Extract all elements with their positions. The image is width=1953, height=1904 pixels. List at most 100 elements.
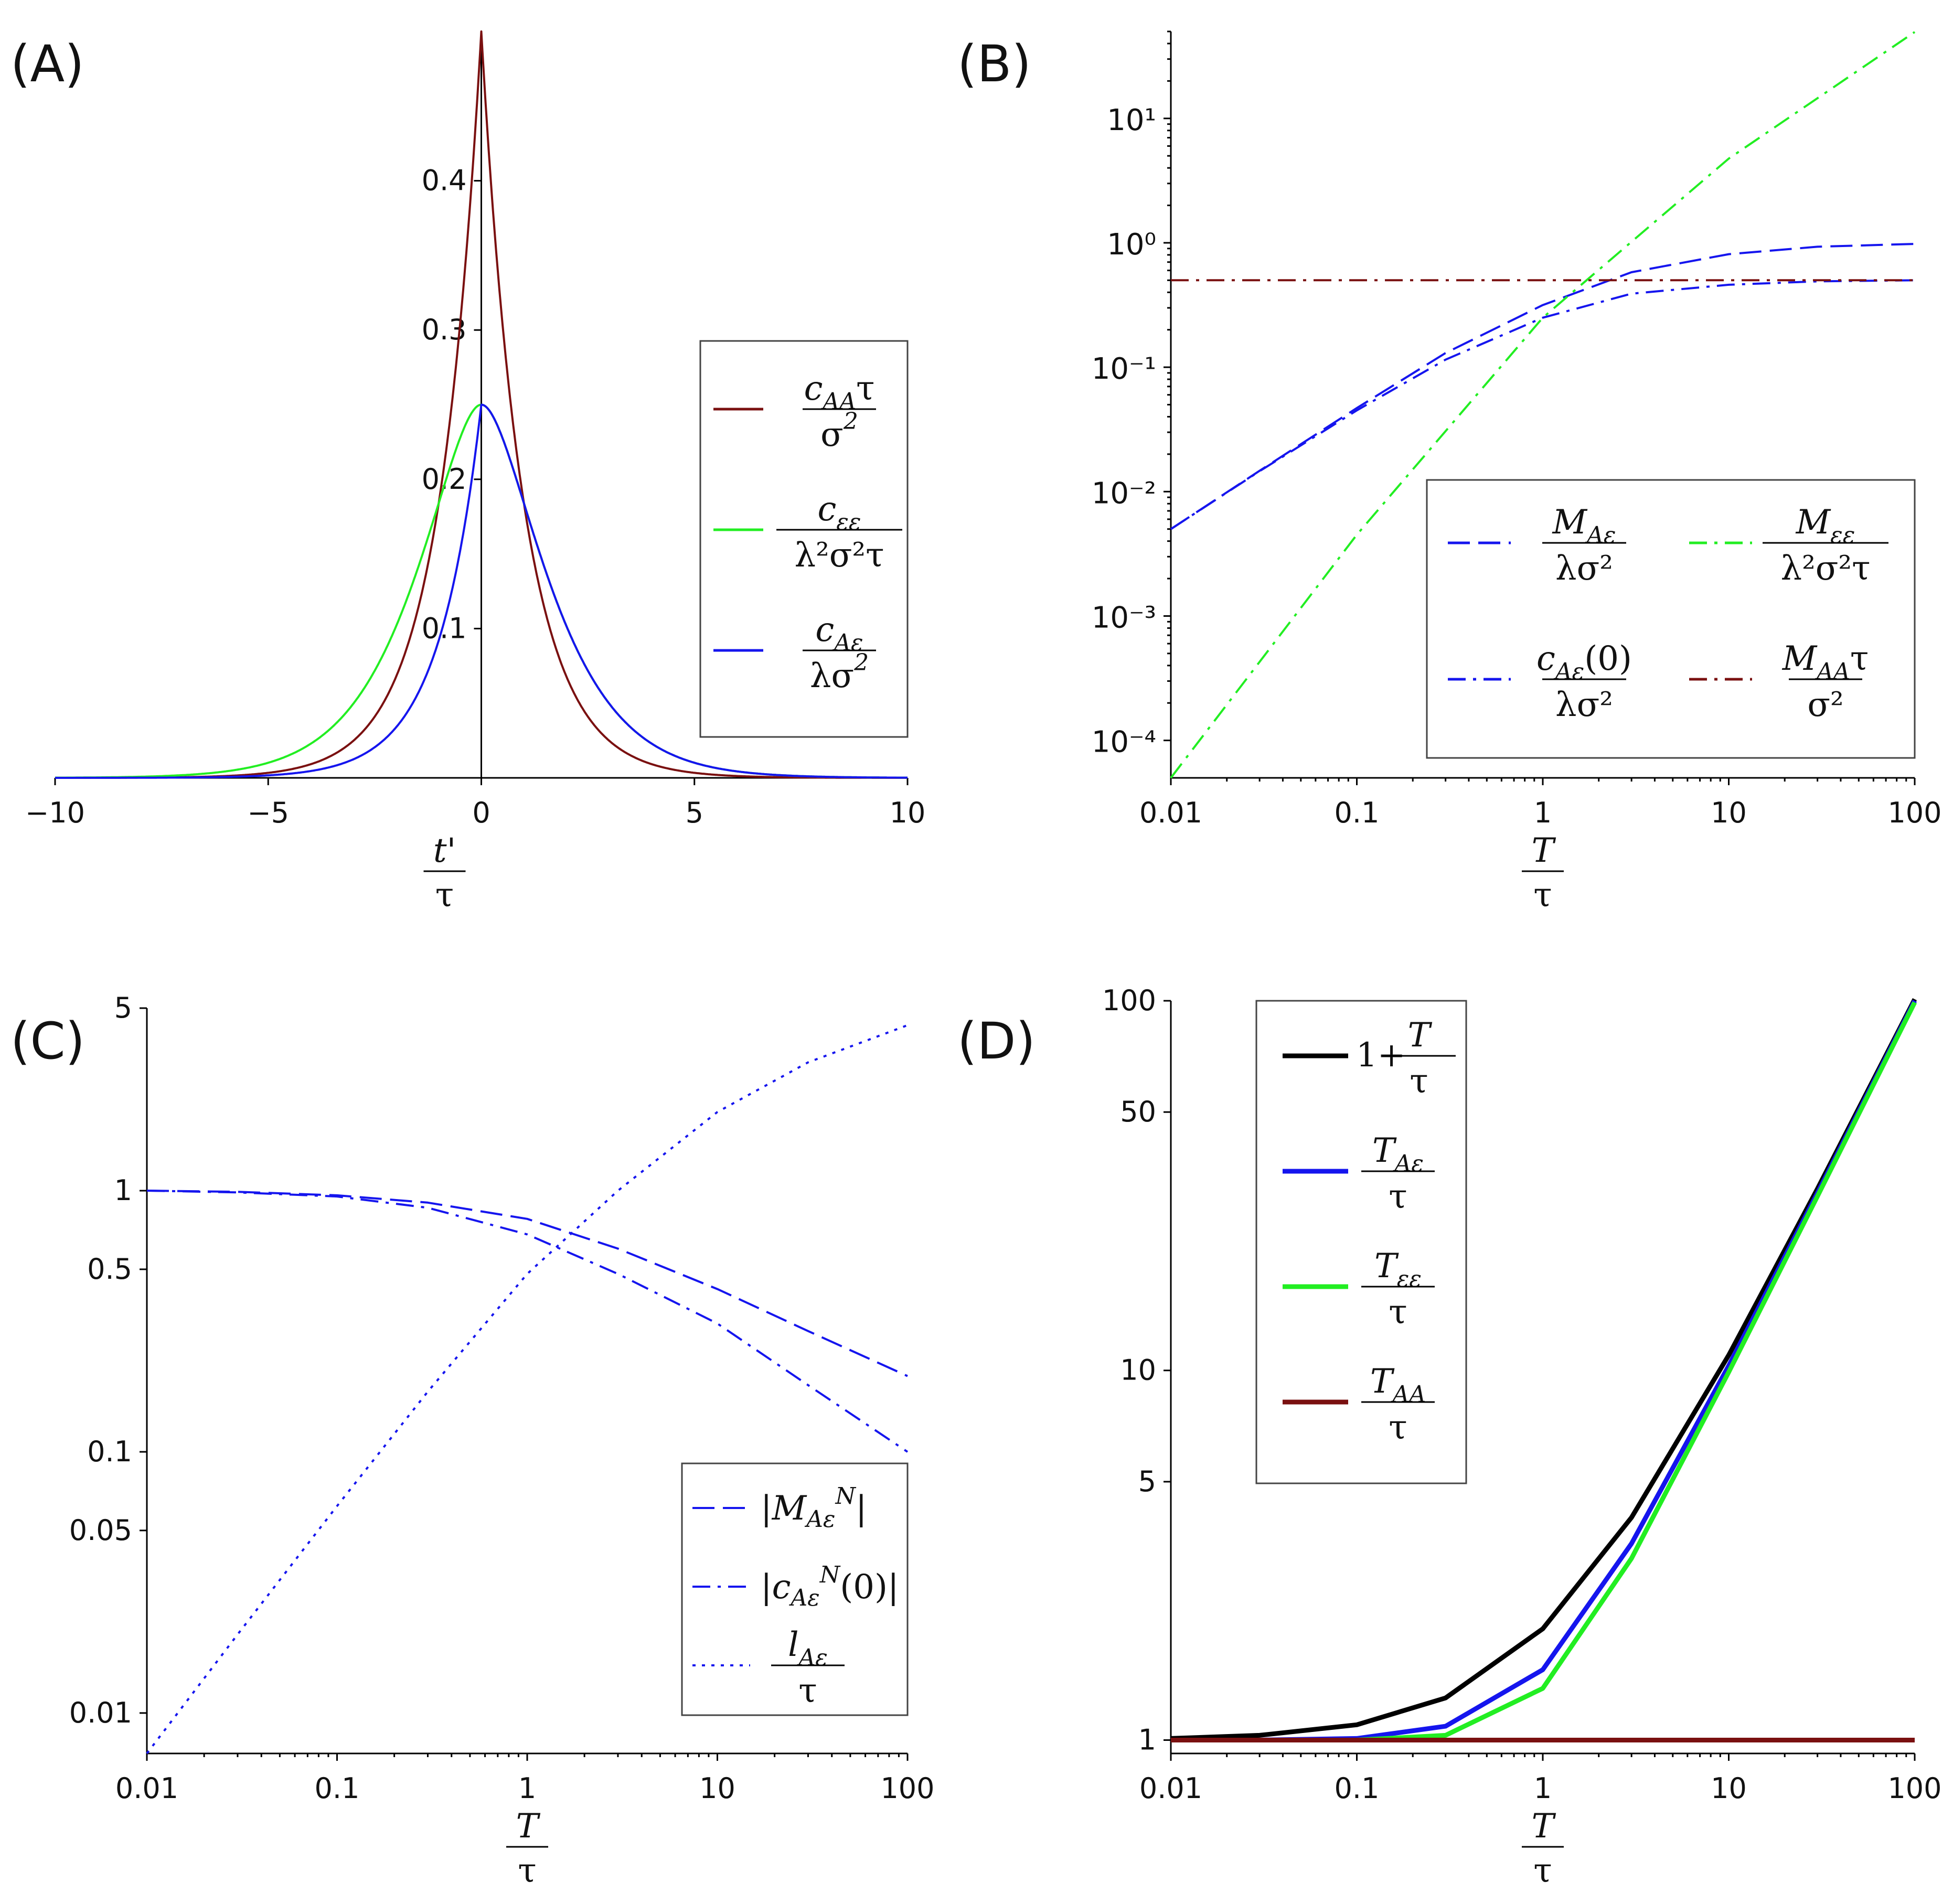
legend-entry-label: |MAεN| xyxy=(761,1483,867,1533)
series-line-A-2 xyxy=(55,403,908,779)
svg-text:cεε: cεε xyxy=(817,490,861,536)
svg-text:TAε: TAε xyxy=(1372,1131,1424,1177)
svg-text:MAAτ: MAAτ xyxy=(1782,639,1869,685)
panel-label-A: (A) xyxy=(10,35,84,93)
legend-entry-label: Tτ xyxy=(1382,1016,1456,1101)
y-tick-label: 10¹ xyxy=(1107,103,1156,137)
x-tick-label: 10 xyxy=(699,1772,735,1805)
x-tick-label: −10 xyxy=(25,796,85,829)
y-tick-label: 10⁰ xyxy=(1107,228,1156,262)
panel-A: (A)−10 −5 0 5 100.10.20.30.4t'τcAAτσ2cεελ²σ²… xyxy=(10,30,926,915)
svg-text:τ: τ xyxy=(1410,1062,1428,1101)
svg-text:T: T xyxy=(516,1807,541,1846)
y-tick-label: 0.5 xyxy=(87,1253,132,1286)
y-tick-label: 10 xyxy=(1120,1354,1156,1387)
svg-text:τ: τ xyxy=(1533,1852,1552,1890)
svg-text:lAε: lAε xyxy=(788,1625,828,1671)
svg-text:TAA: TAA xyxy=(1370,1362,1426,1408)
series-line-C-0 xyxy=(146,1190,908,1377)
x-tick-label: 100 xyxy=(880,1772,934,1805)
x-tick-label: 0 xyxy=(472,796,490,829)
svg-text:λσ²: λσ² xyxy=(1555,686,1613,724)
y-tick-label: 1 xyxy=(114,1174,132,1207)
x-tick-label: −5 xyxy=(247,796,289,829)
x-tick-label: 0.01 xyxy=(1139,1772,1202,1805)
svg-text:T: T xyxy=(1408,1016,1433,1055)
y-tick-label: 10⁻² xyxy=(1092,476,1156,510)
series-line-B-0 xyxy=(1170,243,1915,530)
y-tick-label: 5 xyxy=(1138,1465,1156,1498)
svg-text:σ²: σ² xyxy=(1807,686,1843,724)
panel-label-C: (C) xyxy=(10,1012,85,1071)
y-tick-label: 0.05 xyxy=(69,1514,132,1547)
x-tick-label: 1 xyxy=(1534,1772,1552,1805)
x-tick-label: 0.1 xyxy=(315,1772,360,1805)
svg-text:|cAεN(0)|: |cAεN(0)| xyxy=(761,1561,899,1611)
y-tick-label: 0.4 xyxy=(422,164,467,197)
panel-B: (B) 0.01 0.1 1 10 100 10⁻⁴ 10⁻³ 10⁻² 10⁻¹ 10⁰ 10¹ Tτ… xyxy=(957,30,1942,915)
y-tick-label: 0.1 xyxy=(87,1435,132,1468)
x-tick-label: 0.1 xyxy=(1335,796,1380,829)
x-axis-label: Tτ xyxy=(1522,831,1564,915)
x-tick-label: 0.1 xyxy=(1335,1772,1380,1805)
x-tick-label: 1 xyxy=(1534,796,1552,829)
svg-text:λ²σ²τ: λ²σ²τ xyxy=(795,536,884,575)
y-tick-label: 10⁻¹ xyxy=(1092,352,1156,386)
series-line-B-1 xyxy=(1170,279,1915,530)
panel-D: (D)0.01 0.1 1 10 100151050100Tτ1+TτTAετTεετT… xyxy=(957,984,1942,1890)
svg-text:τ: τ xyxy=(798,1672,817,1710)
x-tick-label: 0.01 xyxy=(1139,796,1202,829)
svg-text:τ: τ xyxy=(435,876,454,915)
legend-entry-label: |cAεN(0)| xyxy=(761,1561,899,1611)
x-tick-label: 100 xyxy=(1887,1772,1941,1805)
legend xyxy=(699,340,909,738)
x-axis-label: Tτ xyxy=(506,1807,548,1890)
svg-text:τ: τ xyxy=(1389,1293,1407,1332)
x-axis-label: t' τ xyxy=(423,831,466,915)
y-tick-label: 0.01 xyxy=(69,1696,132,1729)
svg-text:T: T xyxy=(1532,831,1556,870)
y-tick-label: 1 xyxy=(1138,1723,1156,1756)
svg-text:|MAεN|: |MAεN| xyxy=(761,1483,867,1533)
svg-text:τ: τ xyxy=(518,1852,536,1890)
svg-text:τ: τ xyxy=(1389,1408,1407,1447)
x-tick-label: 1 xyxy=(518,1772,536,1805)
panel-label-B: (B) xyxy=(957,35,1031,93)
x-tick-label: 5 xyxy=(686,796,703,829)
x-tick-label: 10 xyxy=(890,796,926,829)
y-tick-label: 5 xyxy=(114,991,132,1024)
y-tick-label: 50 xyxy=(1120,1095,1156,1128)
x-tick-label: 100 xyxy=(1887,796,1941,829)
svg-text:cAAτ: cAAτ xyxy=(804,369,875,415)
series-line-B-2 xyxy=(1170,31,1916,779)
y-tick-label: 0.1 xyxy=(422,612,467,645)
svg-text:Tεε: Tεε xyxy=(1374,1247,1422,1292)
x-axis-label: Tτ xyxy=(1522,1807,1564,1890)
svg-text:cAε: cAε xyxy=(815,611,863,656)
svg-text:Mεε: Mεε xyxy=(1796,503,1855,549)
y-tick-label: 10⁻³ xyxy=(1092,601,1156,635)
svg-text:λσ²: λσ² xyxy=(1555,549,1613,588)
svg-text:τ: τ xyxy=(1533,876,1552,915)
svg-text:T: T xyxy=(1532,1807,1556,1846)
legend xyxy=(1426,479,1916,759)
legend-entry-label: cAε(0)λσ² xyxy=(1536,639,1632,724)
svg-text:cAε(0): cAε(0) xyxy=(1536,639,1632,685)
y-tick-label: 10⁻⁴ xyxy=(1092,725,1156,760)
svg-text:σ2: σ2 xyxy=(820,408,858,454)
svg-text:t': t' xyxy=(433,831,456,870)
svg-text:τ: τ xyxy=(1389,1178,1407,1216)
series-line-D-0 xyxy=(1170,998,1917,1741)
panel-C: (C) 0.01 0.1 1 10 100 0.01 0.05 0.1 0.5 1 5 Tτ |MAεN|… xyxy=(10,991,935,1890)
y-tick-label: 100 xyxy=(1102,984,1156,1017)
x-tick-label: 10 xyxy=(1711,796,1747,829)
